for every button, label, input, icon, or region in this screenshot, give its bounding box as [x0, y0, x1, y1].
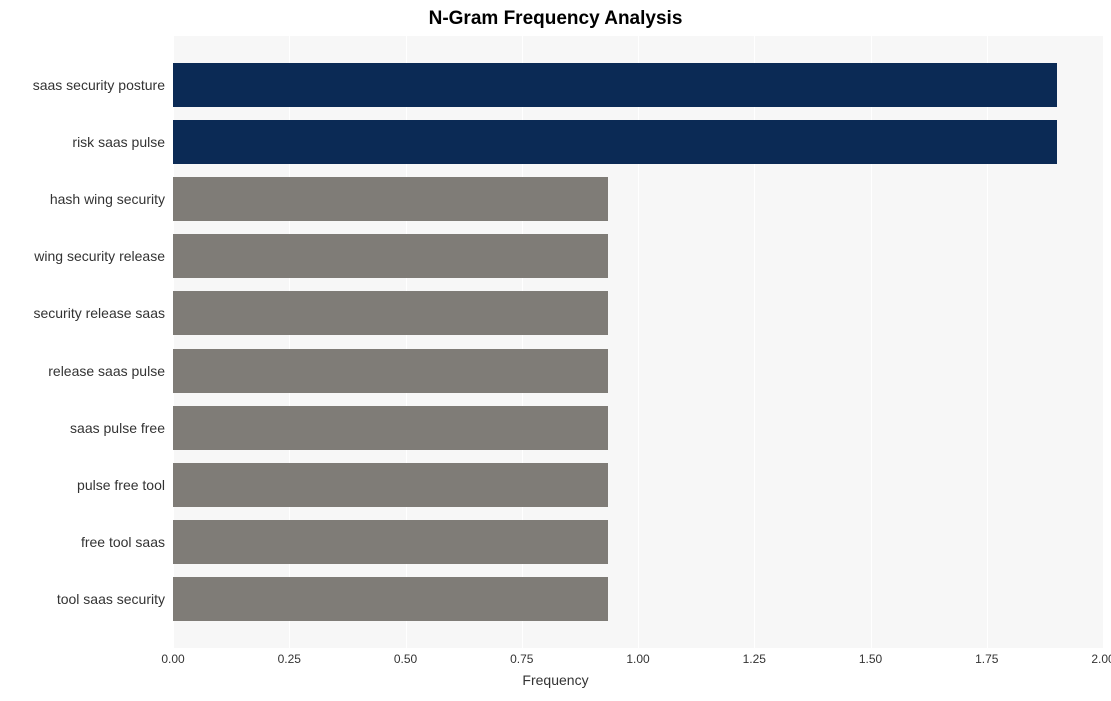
bar: [173, 463, 608, 507]
chart-title: N-Gram Frequency Analysis: [0, 8, 1111, 30]
y-tick-label: hash wing security: [50, 191, 165, 207]
y-tick-label: wing security release: [34, 248, 165, 264]
x-tick-label: 0.50: [394, 652, 417, 666]
x-tick-label: 0.75: [510, 652, 533, 666]
x-tick-label: 0.00: [161, 652, 184, 666]
bar: [173, 234, 608, 278]
y-tick-label: pulse free tool: [77, 477, 165, 493]
x-tick-label: 0.25: [278, 652, 301, 666]
bar: [173, 177, 608, 221]
y-tick-label: tool saas security: [57, 591, 165, 607]
bar: [173, 520, 608, 564]
y-tick-label: saas pulse free: [70, 420, 165, 436]
bar: [173, 63, 1057, 107]
grid-line: [1103, 36, 1104, 648]
bar: [173, 577, 608, 621]
bar: [173, 291, 608, 335]
y-tick-label: security release saas: [33, 305, 165, 321]
y-tick-label: saas security posture: [33, 77, 165, 93]
x-tick-label: 2.00: [1091, 652, 1111, 666]
ngram-frequency-chart: N-Gram Frequency Analysis Frequency 0.00…: [0, 0, 1111, 701]
plot-area: [173, 36, 1103, 648]
y-tick-label: free tool saas: [81, 534, 165, 550]
y-tick-label: risk saas pulse: [72, 134, 165, 150]
bar: [173, 349, 608, 393]
y-tick-label: release saas pulse: [48, 363, 165, 379]
x-tick-label: 1.50: [859, 652, 882, 666]
bar: [173, 120, 1057, 164]
x-tick-label: 1.75: [975, 652, 998, 666]
x-tick-label: 1.00: [626, 652, 649, 666]
x-axis-label: Frequency: [0, 672, 1111, 688]
x-tick-label: 1.25: [743, 652, 766, 666]
bar: [173, 406, 608, 450]
